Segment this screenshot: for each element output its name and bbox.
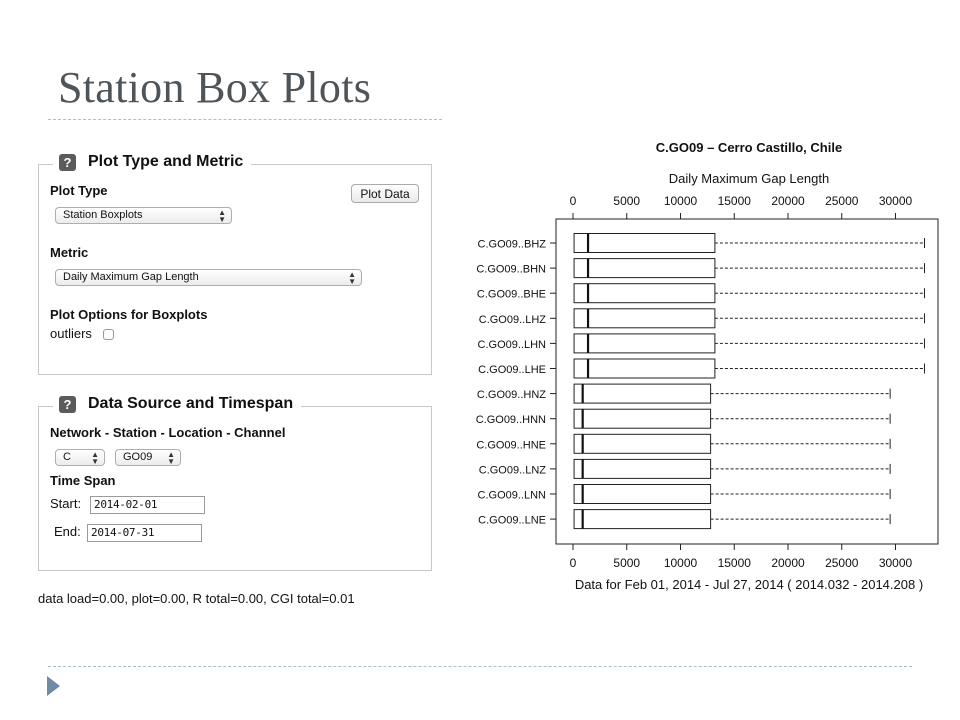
plot-type-legend: ? Plot Type and Metric	[53, 153, 252, 171]
plot-data-button-label: Plot Data	[360, 186, 410, 201]
chart-bottom-axis-label: Data for Feb 01, 2014 - Jul 27, 2014 ( 2…	[575, 577, 923, 592]
plot-type-select[interactable]: Station Boxplots ▲ ▼	[55, 207, 232, 224]
start-date-input[interactable]: 2014-02-01	[90, 496, 205, 514]
top-tick-label: 25000	[825, 194, 859, 208]
select-arrows-icon: ▲ ▼	[348, 270, 356, 286]
network-select[interactable]: C ▲ ▼	[55, 449, 105, 466]
top-tick-label: 30000	[879, 194, 913, 208]
category-label: C.GO09..BHN	[476, 264, 546, 276]
box	[573, 433, 712, 454]
box	[573, 233, 716, 253]
box	[573, 258, 716, 279]
box	[573, 509, 712, 530]
top-tick-label: 20000	[771, 194, 805, 208]
help-icon[interactable]: ?	[59, 395, 76, 413]
category-label: C.GO09..LNN	[478, 490, 547, 502]
category-label: C.GO09..LHN	[478, 339, 547, 351]
select-arrows-icon: ▲ ▼	[167, 450, 175, 466]
footer-divider	[48, 666, 912, 667]
chart-title: C.GO09 – Cerro Castillo, Chile	[656, 140, 842, 155]
box	[573, 333, 716, 354]
slide-title: Station Box Plots	[58, 63, 372, 112]
time-span-label: Time Span	[50, 473, 116, 488]
metric-select-value: Daily Maximum Gap Length	[63, 271, 199, 283]
box	[573, 283, 716, 304]
top-tick-label: 0	[570, 194, 577, 208]
bottom-tick-label: 10000	[664, 556, 698, 570]
data-source-legend-text: Data Source and Timespan	[88, 395, 294, 412]
bottom-tick-label: 30000	[879, 556, 913, 570]
station-select-value: GO09	[123, 451, 153, 463]
nslc-label: Network - Station - Location - Channel	[50, 425, 286, 440]
bottom-tick-label: 25000	[825, 556, 859, 570]
data-source-legend: ? Data Source and Timespan	[53, 395, 302, 413]
metric-label: Metric	[50, 245, 89, 260]
plot-data-button[interactable]: Plot Data	[351, 184, 419, 203]
top-tick-label: 5000	[613, 194, 640, 208]
box	[573, 458, 712, 479]
category-label: C.GO09..HNZ	[477, 389, 546, 401]
plot-type-legend-text: Plot Type and Metric	[88, 153, 244, 170]
category-label: C.GO09..HNE	[476, 439, 546, 451]
plot-type-label: Plot Type	[50, 183, 108, 198]
plot-type-select-value: Station Boxplots	[63, 209, 143, 221]
bullet-arrow-icon	[47, 676, 60, 696]
chart-top-axis-label: Daily Maximum Gap Length	[669, 171, 829, 186]
bottom-tick-label: 0	[570, 556, 577, 570]
category-label: C.GO09..BHZ	[478, 239, 547, 251]
select-arrows-icon: ▲ ▼	[218, 208, 226, 224]
plot-frame	[555, 218, 939, 545]
start-label: Start:	[50, 496, 82, 511]
plot-type-panel: ? Plot Type and Metric	[38, 153, 432, 375]
bottom-tick-label: 20000	[771, 556, 805, 570]
category-label: C.GO09..LHZ	[479, 314, 547, 326]
top-tick-label: 10000	[664, 194, 698, 208]
outliers-checkbox[interactable]	[103, 329, 114, 340]
box	[573, 383, 712, 404]
end-date-input[interactable]: 2014-07-31	[87, 524, 202, 542]
top-tick-label: 15000	[718, 194, 752, 208]
data-source-panel: ? Data Source and Timespan	[38, 395, 432, 571]
end-label: End:	[54, 524, 81, 539]
bottom-tick-label: 15000	[718, 556, 752, 570]
category-label: C.GO09..LNZ	[479, 464, 547, 476]
box	[573, 358, 716, 379]
category-label: C.GO09..BHE	[477, 289, 546, 301]
box	[573, 308, 716, 329]
help-icon[interactable]: ?	[59, 153, 76, 171]
category-label: C.GO09..LHE	[478, 364, 546, 376]
title-divider	[48, 119, 442, 120]
select-arrows-icon: ▲ ▼	[91, 450, 99, 466]
station-select[interactable]: GO09 ▲ ▼	[115, 449, 181, 466]
outliers-label: outliers	[50, 326, 92, 341]
category-label: C.GO09..LNE	[478, 515, 546, 527]
box	[573, 408, 712, 429]
network-select-value: C	[63, 451, 71, 463]
bottom-tick-label: 5000	[613, 556, 640, 570]
timing-info: data load=0.00, plot=0.00, R total=0.00,…	[38, 591, 355, 606]
plot-options-label: Plot Options for Boxplots	[50, 307, 208, 322]
station-boxplot-chart: C.GO09 – Cerro Castillo, Chile Daily Max…	[476, 140, 939, 592]
box	[573, 484, 712, 504]
category-label: C.GO09..HNN	[476, 414, 546, 426]
metric-select[interactable]: Daily Maximum Gap Length ▲ ▼	[55, 269, 362, 286]
